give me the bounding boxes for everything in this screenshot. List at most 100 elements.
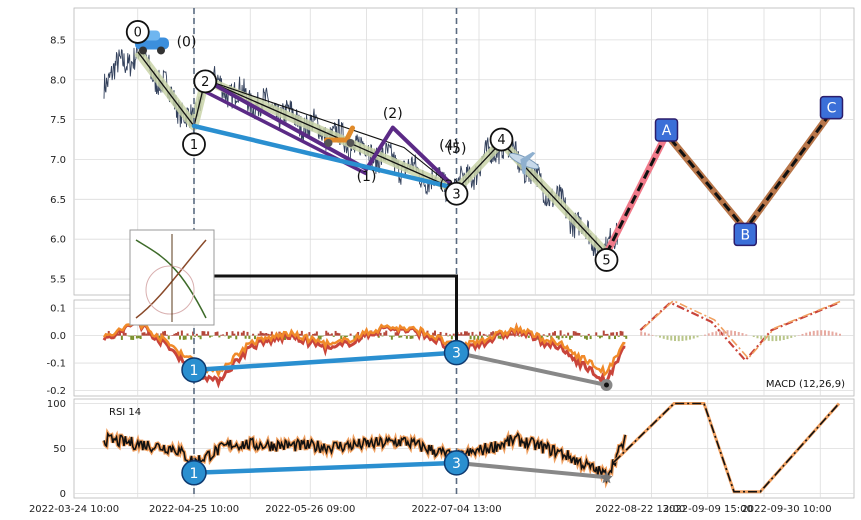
- wave-label-text: 0: [134, 25, 142, 40]
- macd-histogram-bar: [257, 333, 260, 336]
- wave-label-text: 5: [602, 253, 610, 268]
- macd-histogram-bar: [165, 334, 168, 336]
- macd-histogram-bar: [173, 333, 176, 336]
- macd-tick-label: 0.0: [50, 331, 66, 342]
- macd-histogram-bar: [332, 335, 335, 337]
- macd-histogram-bar: [576, 332, 579, 336]
- wave-label-circle: [125, 20, 150, 44]
- macd-projection-bar: [760, 335, 763, 340]
- macd-histogram-bar: [235, 335, 238, 340]
- macd-histogram-bar: [300, 330, 303, 336]
- macd-histogram-bar: [259, 331, 262, 336]
- macd-histogram-bar: [392, 335, 395, 337]
- macd-histogram-bar: [625, 335, 628, 339]
- macd-histogram-bar: [452, 333, 455, 336]
- scooter-wheel: [324, 138, 333, 147]
- projection-dashed-line: [605, 110, 833, 255]
- wave-label-text: (0): [177, 34, 197, 50]
- x-tick-label: 2022-03-24 10:00: [29, 504, 119, 515]
- macd-histogram-bar: [604, 334, 607, 336]
- macd-histogram-bar: [246, 331, 249, 336]
- macd-histogram-bar: [190, 335, 193, 340]
- macd-histogram-bar: [227, 335, 230, 339]
- wave-label-circle: [193, 69, 218, 94]
- car-wheel: [139, 46, 147, 55]
- macd-tick-label: -0.1: [46, 359, 66, 370]
- macd-divergence-end-dot: [604, 382, 609, 388]
- macd-histogram-bar: [325, 330, 328, 336]
- car-wheel: [157, 46, 165, 55]
- macd-histogram-bar: [574, 331, 577, 336]
- macd-histogram-bar: [492, 331, 495, 336]
- macd-histogram-bar: [555, 335, 558, 339]
- macd-histogram-bar: [177, 331, 180, 336]
- macd-projection-bar: [707, 333, 710, 336]
- macd-histogram-bar: [542, 334, 545, 336]
- macd-histogram-bar: [480, 335, 483, 339]
- macd-histogram-bar: [597, 335, 600, 337]
- macd-projection-bar: [681, 335, 684, 341]
- macd-histogram-bar: [599, 335, 601, 339]
- macd-histogram-bar: [336, 332, 339, 336]
- macd-histogram-bar: [619, 330, 622, 336]
- macd-projection-bar: [786, 335, 789, 340]
- macd-histogram-bar: [445, 332, 448, 336]
- macd-histogram-bar: [184, 335, 187, 340]
- macd-projection-bar: [812, 330, 815, 336]
- macd-histogram-bar: [477, 335, 480, 340]
- macd-histogram-bar: [137, 335, 140, 339]
- rsi-point-label: 1: [190, 466, 199, 482]
- macd-histogram-bar: [242, 330, 245, 336]
- macd-projection-bar: [752, 335, 755, 338]
- macd-histogram-bar: [578, 333, 581, 336]
- text-layer: 5.56.06.57.07.58.08.5-0.2-0.10.00.105010…: [29, 20, 845, 515]
- macd-point-circle: [181, 357, 207, 383]
- macd-histogram-bar: [248, 335, 251, 339]
- macd-projection-bar: [737, 331, 740, 336]
- macd-histogram-bar: [147, 331, 150, 336]
- wave-connector-line: [205, 79, 457, 191]
- macd-projection-bar: [745, 334, 748, 336]
- macd-histogram-bar: [338, 333, 341, 336]
- macd-histogram-bar: [409, 335, 412, 339]
- x-tick-label: 2022-05-26 09:00: [265, 504, 355, 515]
- macd-histogram-bar: [164, 330, 166, 336]
- macd-histogram-bar: [615, 332, 618, 336]
- macd-projection-bar: [809, 331, 811, 336]
- rsi-tick-label: 100: [47, 399, 66, 410]
- macd-histogram-bar: [449, 334, 451, 336]
- macd-histogram-bar: [180, 330, 183, 336]
- wave-label-circle: [594, 248, 619, 272]
- macd-histogram-bar: [614, 335, 616, 339]
- macd-histogram-bar: [299, 333, 301, 336]
- macd-projection-bar: [662, 335, 665, 339]
- macd-histogram-bar: [572, 331, 575, 336]
- macd-histogram-bar: [314, 333, 316, 336]
- macd-histogram-bar: [554, 331, 556, 336]
- macd-histogram-bar: [606, 333, 609, 336]
- x-tick-label: 2022-09-30 10:00: [741, 504, 831, 515]
- macd-projection-bar: [779, 335, 781, 341]
- macd-histogram-bar: [135, 335, 138, 339]
- macd-point-label: 1: [190, 363, 199, 379]
- macd-histogram-bar: [548, 333, 551, 336]
- macd-histogram-bar: [344, 335, 346, 339]
- macd-histogram-bar: [317, 335, 320, 340]
- macd-histogram-bar: [580, 335, 583, 337]
- macd-histogram-bar: [195, 333, 198, 336]
- rsi-panel-label: RSI 14: [109, 407, 141, 418]
- macd-projection-bar: [647, 333, 650, 336]
- macd-projection-bar: [685, 335, 688, 341]
- macd-histogram-bar: [252, 333, 255, 336]
- macd-divergence-continuation: [456, 350, 607, 387]
- macd-histogram-bar: [585, 335, 588, 340]
- rsi-divergence-continuation: [456, 460, 607, 480]
- x-tick-label: 2022-08-22 13:00: [595, 504, 685, 515]
- macd-histogram-bar: [128, 335, 131, 337]
- macd-histogram-bar: [383, 332, 386, 336]
- macd-tick-label: 0.1: [50, 304, 66, 315]
- rsi-divergence-end-star: [600, 471, 613, 484]
- scooter-body: [324, 125, 355, 143]
- macd-histogram-bar: [139, 335, 142, 340]
